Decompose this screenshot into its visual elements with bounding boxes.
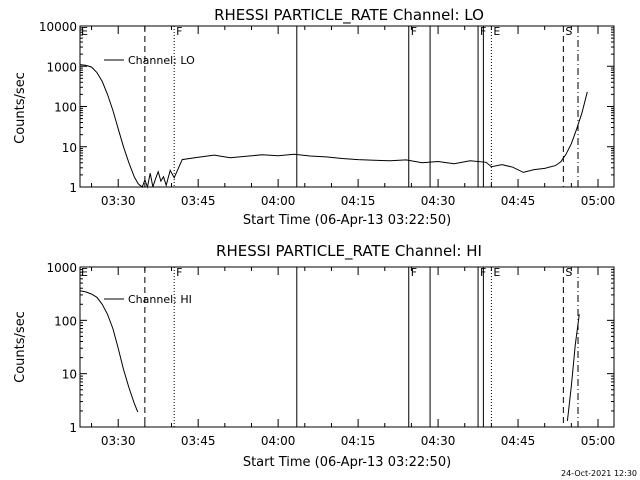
series-line [566,314,580,421]
marker-label: E [493,266,500,279]
x-tick-label: 03:30 [101,194,136,208]
marker-label: F [411,266,417,279]
y-tick-label: 10 [62,141,77,155]
chart-title: RHESSI PARTICLE_RATE Channel: HI [216,242,482,261]
y-tick-label: 1000 [46,60,77,74]
x-tick-label: 03:30 [101,434,136,448]
x-tick-label: 05:00 [581,194,616,208]
legend-entry: Channel: LO [128,54,195,67]
legend: Channel: HI [104,293,192,306]
x-tick-label: 05:00 [581,434,616,448]
legend: Channel: LO [104,54,195,67]
chart-panel-lo: RHESSI PARTICLE_RATE Channel: LO EFFFES … [13,6,615,228]
marker-lines: EFFFES [79,266,579,427]
x-tick-label: 04:15 [341,194,376,208]
footer-timestamp: 24-Oct-2021 12:30 [561,469,637,478]
x-tick-label: 04:30 [421,194,456,208]
x-axis-label: Start Time (06-Apr-13 03:22:50) [243,455,451,470]
x-tick-label: 04:45 [501,434,536,448]
x-tick-label: 03:45 [181,194,216,208]
x-tick-label: 04:30 [421,434,456,448]
y-tick-label: 100 [54,101,77,115]
y-axis-label: Counts/sec [13,311,28,383]
series-layer [79,290,580,421]
marker-label: F [176,25,182,38]
y-tick-label: 1000 [46,261,77,275]
marker-label: E [81,266,88,279]
y-axis-label: Counts/sec [13,72,28,144]
x-tick-label: 04:00 [261,194,296,208]
chart-panel-hi: RHESSI PARTICLE_RATE Channel: HI EFFFES … [13,242,615,470]
marker-label: E [81,25,88,38]
series-layer [79,64,588,189]
series-line [79,290,139,413]
legend-entry: Channel: HI [128,293,192,306]
x-tick-label: 04:00 [261,434,296,448]
y-tick-label: 1 [69,181,77,195]
marker-label: E [493,25,500,38]
y-tick-label: 1 [69,421,77,435]
x-axis-label: Start Time (06-Apr-13 03:22:50) [243,213,451,228]
y-axis: 1 10 100 1000 10000 [39,20,614,195]
x-tick-label: 04:15 [341,434,376,448]
x-tick-label: 04:45 [501,194,536,208]
marker-label: F [176,266,182,279]
series-line [79,64,588,189]
chart-title: RHESSI PARTICLE_RATE Channel: LO [214,6,484,25]
marker-label: F [411,25,417,38]
y-axis: 1 10 100 1000 [46,261,614,435]
marker-label: S [565,266,572,279]
x-axis: 03:30 03:45 04:00 04:15 04:30 04:45 05:00 [91,26,616,208]
x-tick-label: 03:45 [181,434,216,448]
marker-label: S [565,25,572,38]
y-tick-label: 100 [54,314,77,328]
x-axis: 03:30 03:45 04:00 04:15 04:30 04:45 05:00 [91,267,616,448]
y-tick-label: 10000 [39,20,77,34]
y-tick-label: 10 [62,368,77,382]
